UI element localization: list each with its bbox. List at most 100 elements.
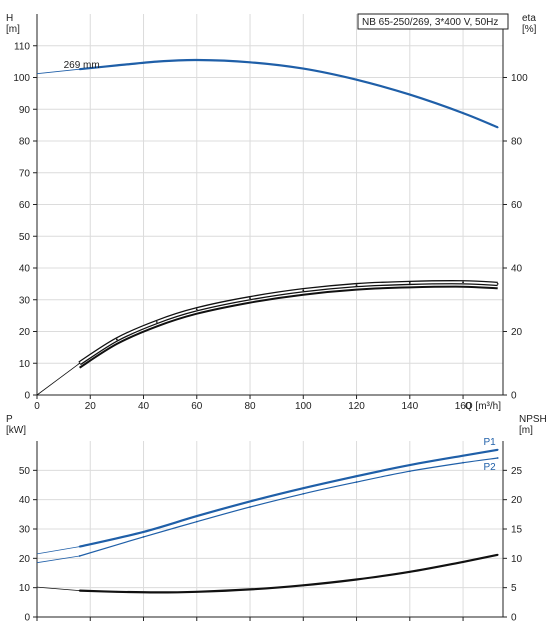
x-tick-label: 60 xyxy=(191,401,203,412)
power-series-2-point xyxy=(496,553,499,556)
x-tick-label: 160 xyxy=(455,401,472,412)
power-series-2-point xyxy=(155,591,158,594)
x-tick-label: 80 xyxy=(244,401,256,412)
head-series-269-mm-point xyxy=(78,68,81,71)
power-series-p1-point xyxy=(142,531,145,533)
power-left-tick-label: 30 xyxy=(19,525,31,536)
power-series-p1-point xyxy=(78,545,81,548)
head-left-tick-label: 90 xyxy=(19,105,31,116)
power-series-p2-point xyxy=(462,461,464,464)
power-series-p1-point xyxy=(249,500,251,503)
power-series-2-point xyxy=(355,578,358,581)
power-left-axis-label-0: P xyxy=(6,414,13,425)
x-tick-label: 100 xyxy=(295,401,312,412)
power-series-2-point xyxy=(249,588,251,591)
x-tick-label: 140 xyxy=(401,401,418,412)
power-series-2-point xyxy=(78,589,81,592)
head-series-1-point xyxy=(78,362,81,365)
head-right-tick-label: 40 xyxy=(511,264,523,275)
power-right-tick-label: 0 xyxy=(511,613,517,624)
head-series-1-point xyxy=(115,338,118,341)
head-left-axis-label-1: [m] xyxy=(6,24,20,35)
head-series-269-mm-extension xyxy=(36,68,80,75)
head-series-269-mm-point xyxy=(496,126,499,129)
head-series-1-point xyxy=(302,289,305,292)
head-left-tick-label: 20 xyxy=(19,327,31,338)
head-right-axis-label-1: [%] xyxy=(522,24,537,35)
power-right-axis-label-1: [m] xyxy=(519,425,533,436)
head-series-1-point xyxy=(462,281,464,284)
power-left-axis-label-1: [kW] xyxy=(6,425,26,436)
head-left-tick-label: 80 xyxy=(19,137,31,148)
power-series-p2-point xyxy=(408,470,411,473)
x-tick-label: 0 xyxy=(34,401,40,412)
head-left-tick-label: 100 xyxy=(13,73,30,84)
chart-labels: H[m]eta[%]P[kW]NPSH[m] xyxy=(6,13,547,436)
power-series-2-extension xyxy=(36,586,80,591)
power-left-tick-label: 40 xyxy=(19,495,31,506)
head-right-tick-label: 80 xyxy=(511,137,523,148)
head-series-1-lower xyxy=(79,285,498,369)
power-chart-grid xyxy=(37,441,503,617)
power-series-p1 xyxy=(79,448,498,548)
head-series-269-mm-point xyxy=(355,78,358,81)
power-series-p2-label: P2 xyxy=(483,462,496,473)
head-series-269-mm-point xyxy=(462,112,464,114)
head-series-269-mm-point xyxy=(155,60,158,63)
power-right-tick-label: 5 xyxy=(511,583,517,594)
power-series-p2-extension xyxy=(36,555,80,564)
head-right-tick-label: 60 xyxy=(511,200,523,211)
title-box: NB 65-250/269, 3*400 V, 50Hz xyxy=(357,13,509,30)
head-series-269-mm-label: 269 mm xyxy=(64,60,100,71)
power-series-2-point xyxy=(462,560,464,563)
x-tick-label: 20 xyxy=(85,401,97,412)
head-series-1-point xyxy=(408,282,411,284)
power-right-tick-label: 15 xyxy=(511,525,523,536)
head-left-tick-label: 50 xyxy=(19,232,31,243)
head-right-tick-label: 0 xyxy=(511,391,517,402)
power-series-p1-point xyxy=(462,454,464,457)
power-chart-series: P1 P2 xyxy=(36,437,499,594)
power-right-tick-label: 25 xyxy=(511,466,523,477)
x-axis-label: Q [m³/h] xyxy=(465,401,501,412)
head-chart-grid xyxy=(37,14,503,395)
power-series-p2-point xyxy=(496,457,499,459)
power-series-p2-point xyxy=(355,481,358,483)
head-series-269-mm-point xyxy=(115,64,118,67)
head-series-1-extension xyxy=(36,362,80,396)
power-series-p1-extension xyxy=(36,546,80,555)
power-series-p2-point xyxy=(78,555,81,557)
power-series-p1-point xyxy=(355,475,358,478)
head-series-1-point xyxy=(249,297,251,300)
head-series-269-mm-point xyxy=(195,59,198,61)
head-series-269-mm-point xyxy=(249,61,251,64)
head-left-tick-label: 30 xyxy=(19,295,31,306)
head-chart-series: 269 mm xyxy=(36,58,499,396)
power-chart-axes: 0 10 20 30 40 50 0 5 10 15 20 25 xyxy=(19,441,523,624)
head-series-1-point xyxy=(155,321,158,323)
x-tick-label: 40 xyxy=(138,401,150,412)
power-series-p2-point xyxy=(142,536,145,538)
power-series-2-point xyxy=(302,584,305,587)
head-right-tick-label: 20 xyxy=(511,327,523,338)
head-series-1-outline xyxy=(78,280,498,366)
head-left-tick-label: 60 xyxy=(19,200,31,211)
head-series-269-mm-point xyxy=(302,67,305,70)
power-series-2-point xyxy=(115,590,118,593)
head-series-1-inner xyxy=(79,281,498,365)
head-left-tick-label: 40 xyxy=(19,264,31,275)
head-series-269-mm-point xyxy=(408,93,411,96)
power-series-p2-point xyxy=(249,506,251,508)
power-series-p2-point xyxy=(195,520,198,523)
power-series-p2-point xyxy=(302,492,305,495)
power-left-tick-label: 50 xyxy=(19,466,31,477)
power-series-p1-point xyxy=(302,487,305,490)
power-series-2-point xyxy=(408,570,411,573)
power-series-p1-point xyxy=(195,515,198,517)
head-chart-axes: 0 10 20 30 40 50 60 70 80 90 100 110 0 20 40 60 80 100 0 20… xyxy=(13,14,528,412)
head-left-tick-label: 10 xyxy=(19,359,31,370)
power-series-p2 xyxy=(79,457,498,557)
x-tick-label: 120 xyxy=(348,401,365,412)
power-right-axis-label-0: NPSH xyxy=(519,414,547,425)
